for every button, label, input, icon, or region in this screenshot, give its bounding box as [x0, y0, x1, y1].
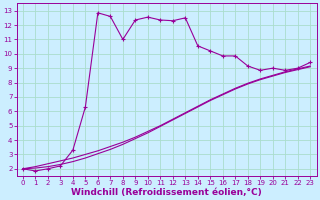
- X-axis label: Windchill (Refroidissement éolien,°C): Windchill (Refroidissement éolien,°C): [71, 188, 262, 197]
